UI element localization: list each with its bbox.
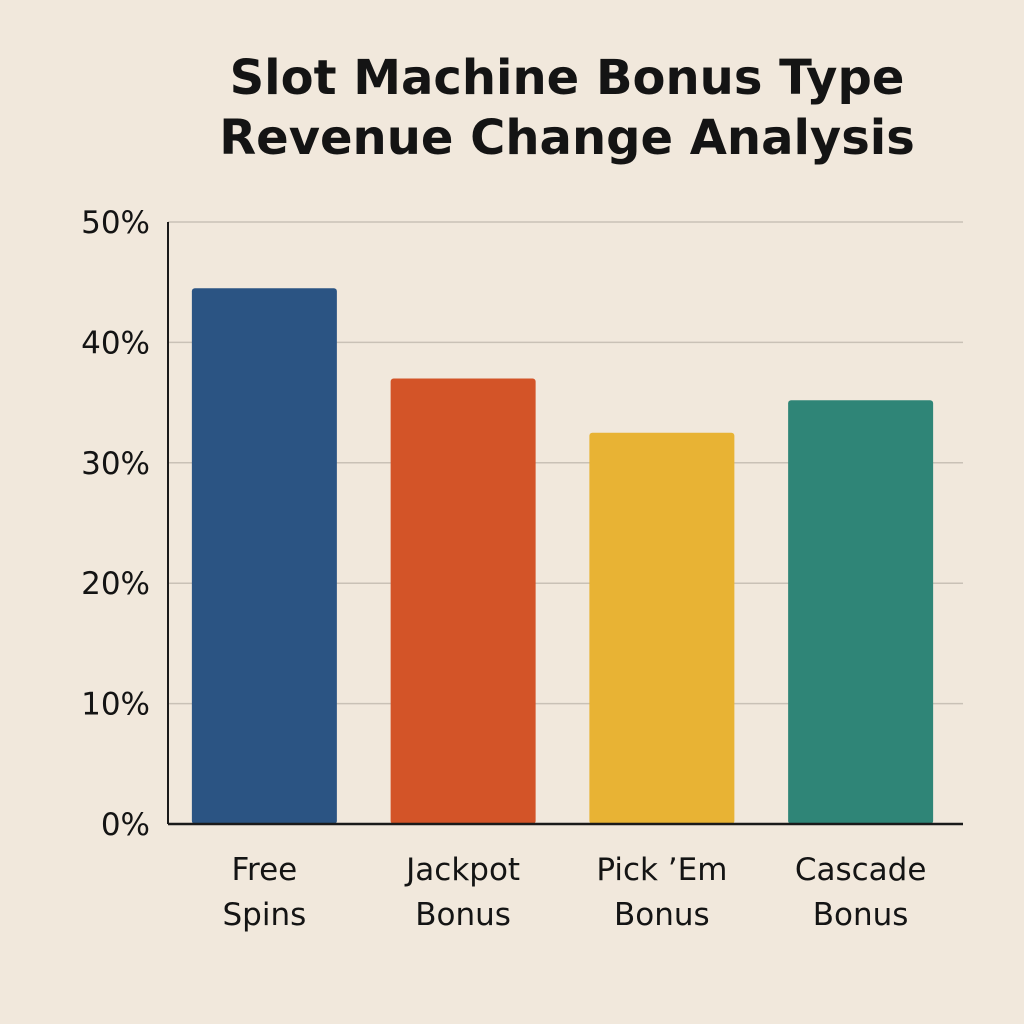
x-category-label: Free — [231, 852, 297, 888]
y-tick-labels: 0% 10% 20% 30% 40% 50% — [81, 205, 150, 843]
chart-title-line-2: Revenue Change Analysis — [219, 110, 915, 166]
chart-title-line-1: Slot Machine Bonus Type — [229, 50, 905, 106]
x-category-label: Cascade — [795, 852, 927, 888]
x-category-label: Bonus — [415, 897, 511, 933]
x-category-label: Bonus — [813, 897, 909, 933]
y-tick-label: 10% — [81, 687, 150, 723]
bar — [788, 400, 934, 824]
bar — [589, 432, 735, 824]
x-category-labels: Free Spins Jackpot Bonus Pick ’Em Bonus Cascad… — [222, 852, 926, 933]
y-tick-label: 20% — [81, 566, 150, 602]
y-tick-label: 30% — [81, 446, 150, 482]
bar — [191, 288, 337, 825]
y-tick-label: 0% — [101, 807, 150, 843]
axes — [167, 222, 963, 826]
x-category-label: Spins — [222, 897, 306, 933]
y-tick-label: 50% — [81, 205, 150, 241]
x-category-label: Jackpot — [404, 852, 520, 888]
x-category-label: Bonus — [614, 897, 710, 933]
x-category-label: Pick ’Em — [596, 852, 727, 888]
bars — [191, 288, 934, 825]
y-tick-label: 40% — [81, 325, 150, 361]
chart-title: Slot Machine Bonus Type Revenue Change A… — [0, 48, 1024, 168]
bar — [390, 378, 536, 824]
